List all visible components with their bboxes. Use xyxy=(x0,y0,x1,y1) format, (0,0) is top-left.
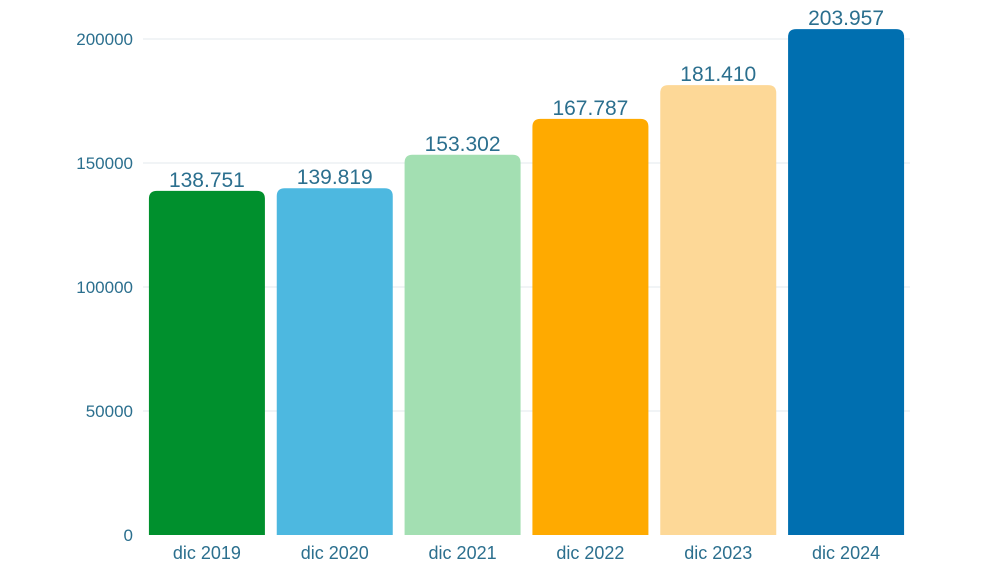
y-axis-tick-labels: 0 50000 100000 150000 200000 xyxy=(76,30,133,545)
y-tick-label: 50000 xyxy=(86,402,133,421)
x-category-label: dic 2023 xyxy=(684,543,752,563)
bars xyxy=(148,29,905,535)
y-tick-label: 200000 xyxy=(76,30,133,49)
x-category-label: dic 2019 xyxy=(173,543,241,563)
x-category-label: dic 2022 xyxy=(556,543,624,563)
y-tick-label: 0 xyxy=(124,526,133,545)
data-label: 139.819 xyxy=(297,166,373,189)
data-label: 181.410 xyxy=(680,63,756,86)
bar-dic-2020 xyxy=(276,188,393,535)
bar-dic-2021 xyxy=(404,154,521,535)
bar-dic-2023 xyxy=(660,85,777,535)
gridlines xyxy=(143,38,910,412)
data-label: 203.957 xyxy=(808,7,884,30)
data-label: 167.787 xyxy=(552,97,628,120)
x-category-label: dic 2020 xyxy=(301,543,369,563)
y-tick-label: 150000 xyxy=(76,154,133,173)
x-category-label: dic 2024 xyxy=(812,543,880,563)
bar-dic-2019 xyxy=(148,190,265,535)
x-category-label: dic 2021 xyxy=(429,543,497,563)
y-tick-label: 100000 xyxy=(76,278,133,297)
data-labels: 138.751 139.819 153.302 167.787 181.410 203.9… xyxy=(169,7,884,192)
data-label: 138.751 xyxy=(169,169,245,192)
x-axis-category-labels: dic 2019 dic 2020 dic 2021 dic 2022 dic 2023… xyxy=(173,543,880,563)
bar-dic-2022 xyxy=(532,118,649,535)
bar-dic-2024 xyxy=(788,29,905,535)
data-label: 153.302 xyxy=(425,133,501,156)
